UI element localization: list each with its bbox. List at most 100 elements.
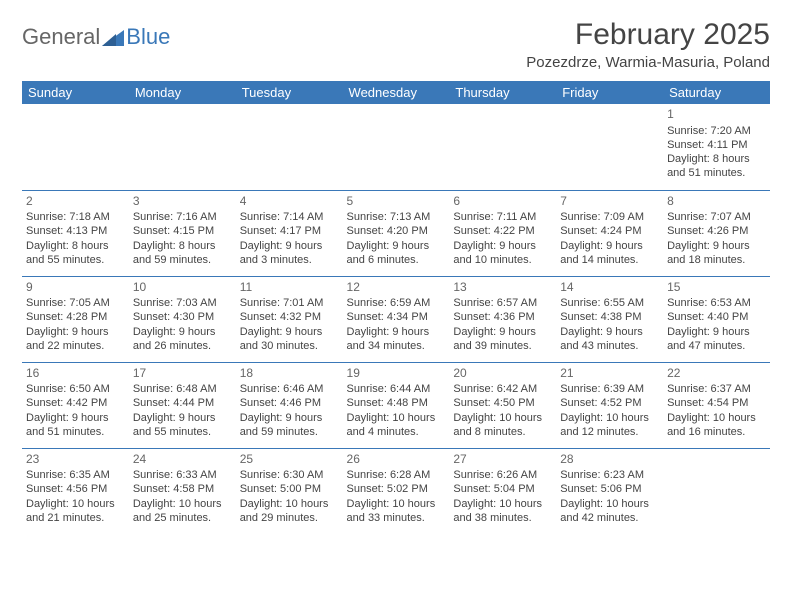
weekday-header: Friday: [556, 81, 663, 104]
day-cell: 12Sunrise: 6:59 AMSunset: 4:34 PMDayligh…: [343, 276, 450, 362]
day-cell: 25Sunrise: 6:30 AMSunset: 5:00 PMDayligh…: [236, 448, 343, 534]
sunrise-text: Sunrise: 7:20 AM: [667, 124, 766, 138]
daylight-text: Daylight: 9 hours and 6 minutes.: [347, 239, 446, 268]
daylight-text: Daylight: 9 hours and 22 minutes.: [26, 325, 125, 354]
weekday-header: Saturday: [663, 81, 770, 104]
calendar-header-row: SundayMondayTuesdayWednesdayThursdayFrid…: [22, 81, 770, 104]
sunrise-text: Sunrise: 6:35 AM: [26, 468, 125, 482]
sunset-text: Sunset: 4:52 PM: [560, 396, 659, 410]
empty-cell: [449, 104, 556, 190]
day-cell: 18Sunrise: 6:46 AMSunset: 4:46 PMDayligh…: [236, 362, 343, 448]
sunrise-text: Sunrise: 6:53 AM: [667, 296, 766, 310]
sunset-text: Sunset: 4:36 PM: [453, 310, 552, 324]
day-cell: 15Sunrise: 6:53 AMSunset: 4:40 PMDayligh…: [663, 276, 770, 362]
daylight-text: Daylight: 10 hours and 12 minutes.: [560, 411, 659, 440]
sunrise-text: Sunrise: 6:33 AM: [133, 468, 232, 482]
daylight-text: Daylight: 9 hours and 34 minutes.: [347, 325, 446, 354]
day-number: 2: [26, 194, 125, 210]
day-cell: 11Sunrise: 7:01 AMSunset: 4:32 PMDayligh…: [236, 276, 343, 362]
daylight-text: Daylight: 10 hours and 38 minutes.: [453, 497, 552, 526]
daylight-text: Daylight: 8 hours and 51 minutes.: [667, 152, 766, 181]
day-cell: 7Sunrise: 7:09 AMSunset: 4:24 PMDaylight…: [556, 190, 663, 276]
daylight-text: Daylight: 9 hours and 39 minutes.: [453, 325, 552, 354]
empty-cell: [22, 104, 129, 190]
header: General Blue February 2025 Pozezdrze, Wa…: [22, 18, 770, 71]
calendar-row: 1Sunrise: 7:20 AMSunset: 4:11 PMDaylight…: [22, 104, 770, 190]
sunset-text: Sunset: 4:38 PM: [560, 310, 659, 324]
day-cell: 21Sunrise: 6:39 AMSunset: 4:52 PMDayligh…: [556, 362, 663, 448]
daylight-text: Daylight: 9 hours and 43 minutes.: [560, 325, 659, 354]
sunrise-text: Sunrise: 7:18 AM: [26, 210, 125, 224]
daylight-text: Daylight: 9 hours and 18 minutes.: [667, 239, 766, 268]
sunrise-text: Sunrise: 6:37 AM: [667, 382, 766, 396]
calendar-row: 23Sunrise: 6:35 AMSunset: 4:56 PMDayligh…: [22, 448, 770, 534]
sunrise-text: Sunrise: 7:11 AM: [453, 210, 552, 224]
day-number: 27: [453, 452, 552, 468]
day-cell: 4Sunrise: 7:14 AMSunset: 4:17 PMDaylight…: [236, 190, 343, 276]
weekday-header: Monday: [129, 81, 236, 104]
logo-text-blue: Blue: [126, 24, 170, 50]
logo-text-general: General: [22, 24, 100, 50]
sunrise-text: Sunrise: 7:09 AM: [560, 210, 659, 224]
sunset-text: Sunset: 4:48 PM: [347, 396, 446, 410]
location: Pozezdrze, Warmia-Masuria, Poland: [526, 54, 770, 71]
daylight-text: Daylight: 9 hours and 30 minutes.: [240, 325, 339, 354]
sunset-text: Sunset: 4:17 PM: [240, 224, 339, 238]
day-number: 12: [347, 280, 446, 296]
day-number: 9: [26, 280, 125, 296]
weekday-header: Tuesday: [236, 81, 343, 104]
sunset-text: Sunset: 4:40 PM: [667, 310, 766, 324]
day-number: 5: [347, 194, 446, 210]
sunset-text: Sunset: 4:34 PM: [347, 310, 446, 324]
day-number: 16: [26, 366, 125, 382]
day-number: 24: [133, 452, 232, 468]
day-number: 26: [347, 452, 446, 468]
day-number: 13: [453, 280, 552, 296]
sunrise-text: Sunrise: 7:13 AM: [347, 210, 446, 224]
daylight-text: Daylight: 9 hours and 47 minutes.: [667, 325, 766, 354]
empty-cell: [129, 104, 236, 190]
sunrise-text: Sunrise: 6:30 AM: [240, 468, 339, 482]
sunrise-text: Sunrise: 7:07 AM: [667, 210, 766, 224]
day-cell: 9Sunrise: 7:05 AMSunset: 4:28 PMDaylight…: [22, 276, 129, 362]
daylight-text: Daylight: 10 hours and 42 minutes.: [560, 497, 659, 526]
day-cell: 22Sunrise: 6:37 AMSunset: 4:54 PMDayligh…: [663, 362, 770, 448]
day-cell: 26Sunrise: 6:28 AMSunset: 5:02 PMDayligh…: [343, 448, 450, 534]
sunrise-text: Sunrise: 6:42 AM: [453, 382, 552, 396]
sunrise-text: Sunrise: 7:03 AM: [133, 296, 232, 310]
day-number: 14: [560, 280, 659, 296]
sunset-text: Sunset: 5:06 PM: [560, 482, 659, 496]
sunrise-text: Sunrise: 7:01 AM: [240, 296, 339, 310]
sunset-text: Sunset: 4:30 PM: [133, 310, 232, 324]
daylight-text: Daylight: 8 hours and 59 minutes.: [133, 239, 232, 268]
sunrise-text: Sunrise: 6:48 AM: [133, 382, 232, 396]
calendar-row: 9Sunrise: 7:05 AMSunset: 4:28 PMDaylight…: [22, 276, 770, 362]
empty-cell: [236, 104, 343, 190]
sunrise-text: Sunrise: 6:28 AM: [347, 468, 446, 482]
day-cell: 19Sunrise: 6:44 AMSunset: 4:48 PMDayligh…: [343, 362, 450, 448]
sunrise-text: Sunrise: 7:16 AM: [133, 210, 232, 224]
sunset-text: Sunset: 4:32 PM: [240, 310, 339, 324]
sunset-text: Sunset: 4:44 PM: [133, 396, 232, 410]
daylight-text: Daylight: 9 hours and 26 minutes.: [133, 325, 232, 354]
day-cell: 8Sunrise: 7:07 AMSunset: 4:26 PMDaylight…: [663, 190, 770, 276]
daylight-text: Daylight: 10 hours and 16 minutes.: [667, 411, 766, 440]
sunrise-text: Sunrise: 6:50 AM: [26, 382, 125, 396]
sunrise-text: Sunrise: 6:44 AM: [347, 382, 446, 396]
daylight-text: Daylight: 10 hours and 8 minutes.: [453, 411, 552, 440]
empty-cell: [343, 104, 450, 190]
day-number: 21: [560, 366, 659, 382]
day-cell: 16Sunrise: 6:50 AMSunset: 4:42 PMDayligh…: [22, 362, 129, 448]
daylight-text: Daylight: 8 hours and 55 minutes.: [26, 239, 125, 268]
daylight-text: Daylight: 10 hours and 21 minutes.: [26, 497, 125, 526]
daylight-text: Daylight: 9 hours and 51 minutes.: [26, 411, 125, 440]
daylight-text: Daylight: 10 hours and 25 minutes.: [133, 497, 232, 526]
sunrise-text: Sunrise: 6:59 AM: [347, 296, 446, 310]
day-cell: 24Sunrise: 6:33 AMSunset: 4:58 PMDayligh…: [129, 448, 236, 534]
title-block: February 2025 Pozezdrze, Warmia-Masuria,…: [526, 18, 770, 71]
day-number: 25: [240, 452, 339, 468]
calendar-table: SundayMondayTuesdayWednesdayThursdayFrid…: [22, 81, 770, 534]
day-number: 20: [453, 366, 552, 382]
month-title: February 2025: [526, 18, 770, 52]
day-number: 19: [347, 366, 446, 382]
